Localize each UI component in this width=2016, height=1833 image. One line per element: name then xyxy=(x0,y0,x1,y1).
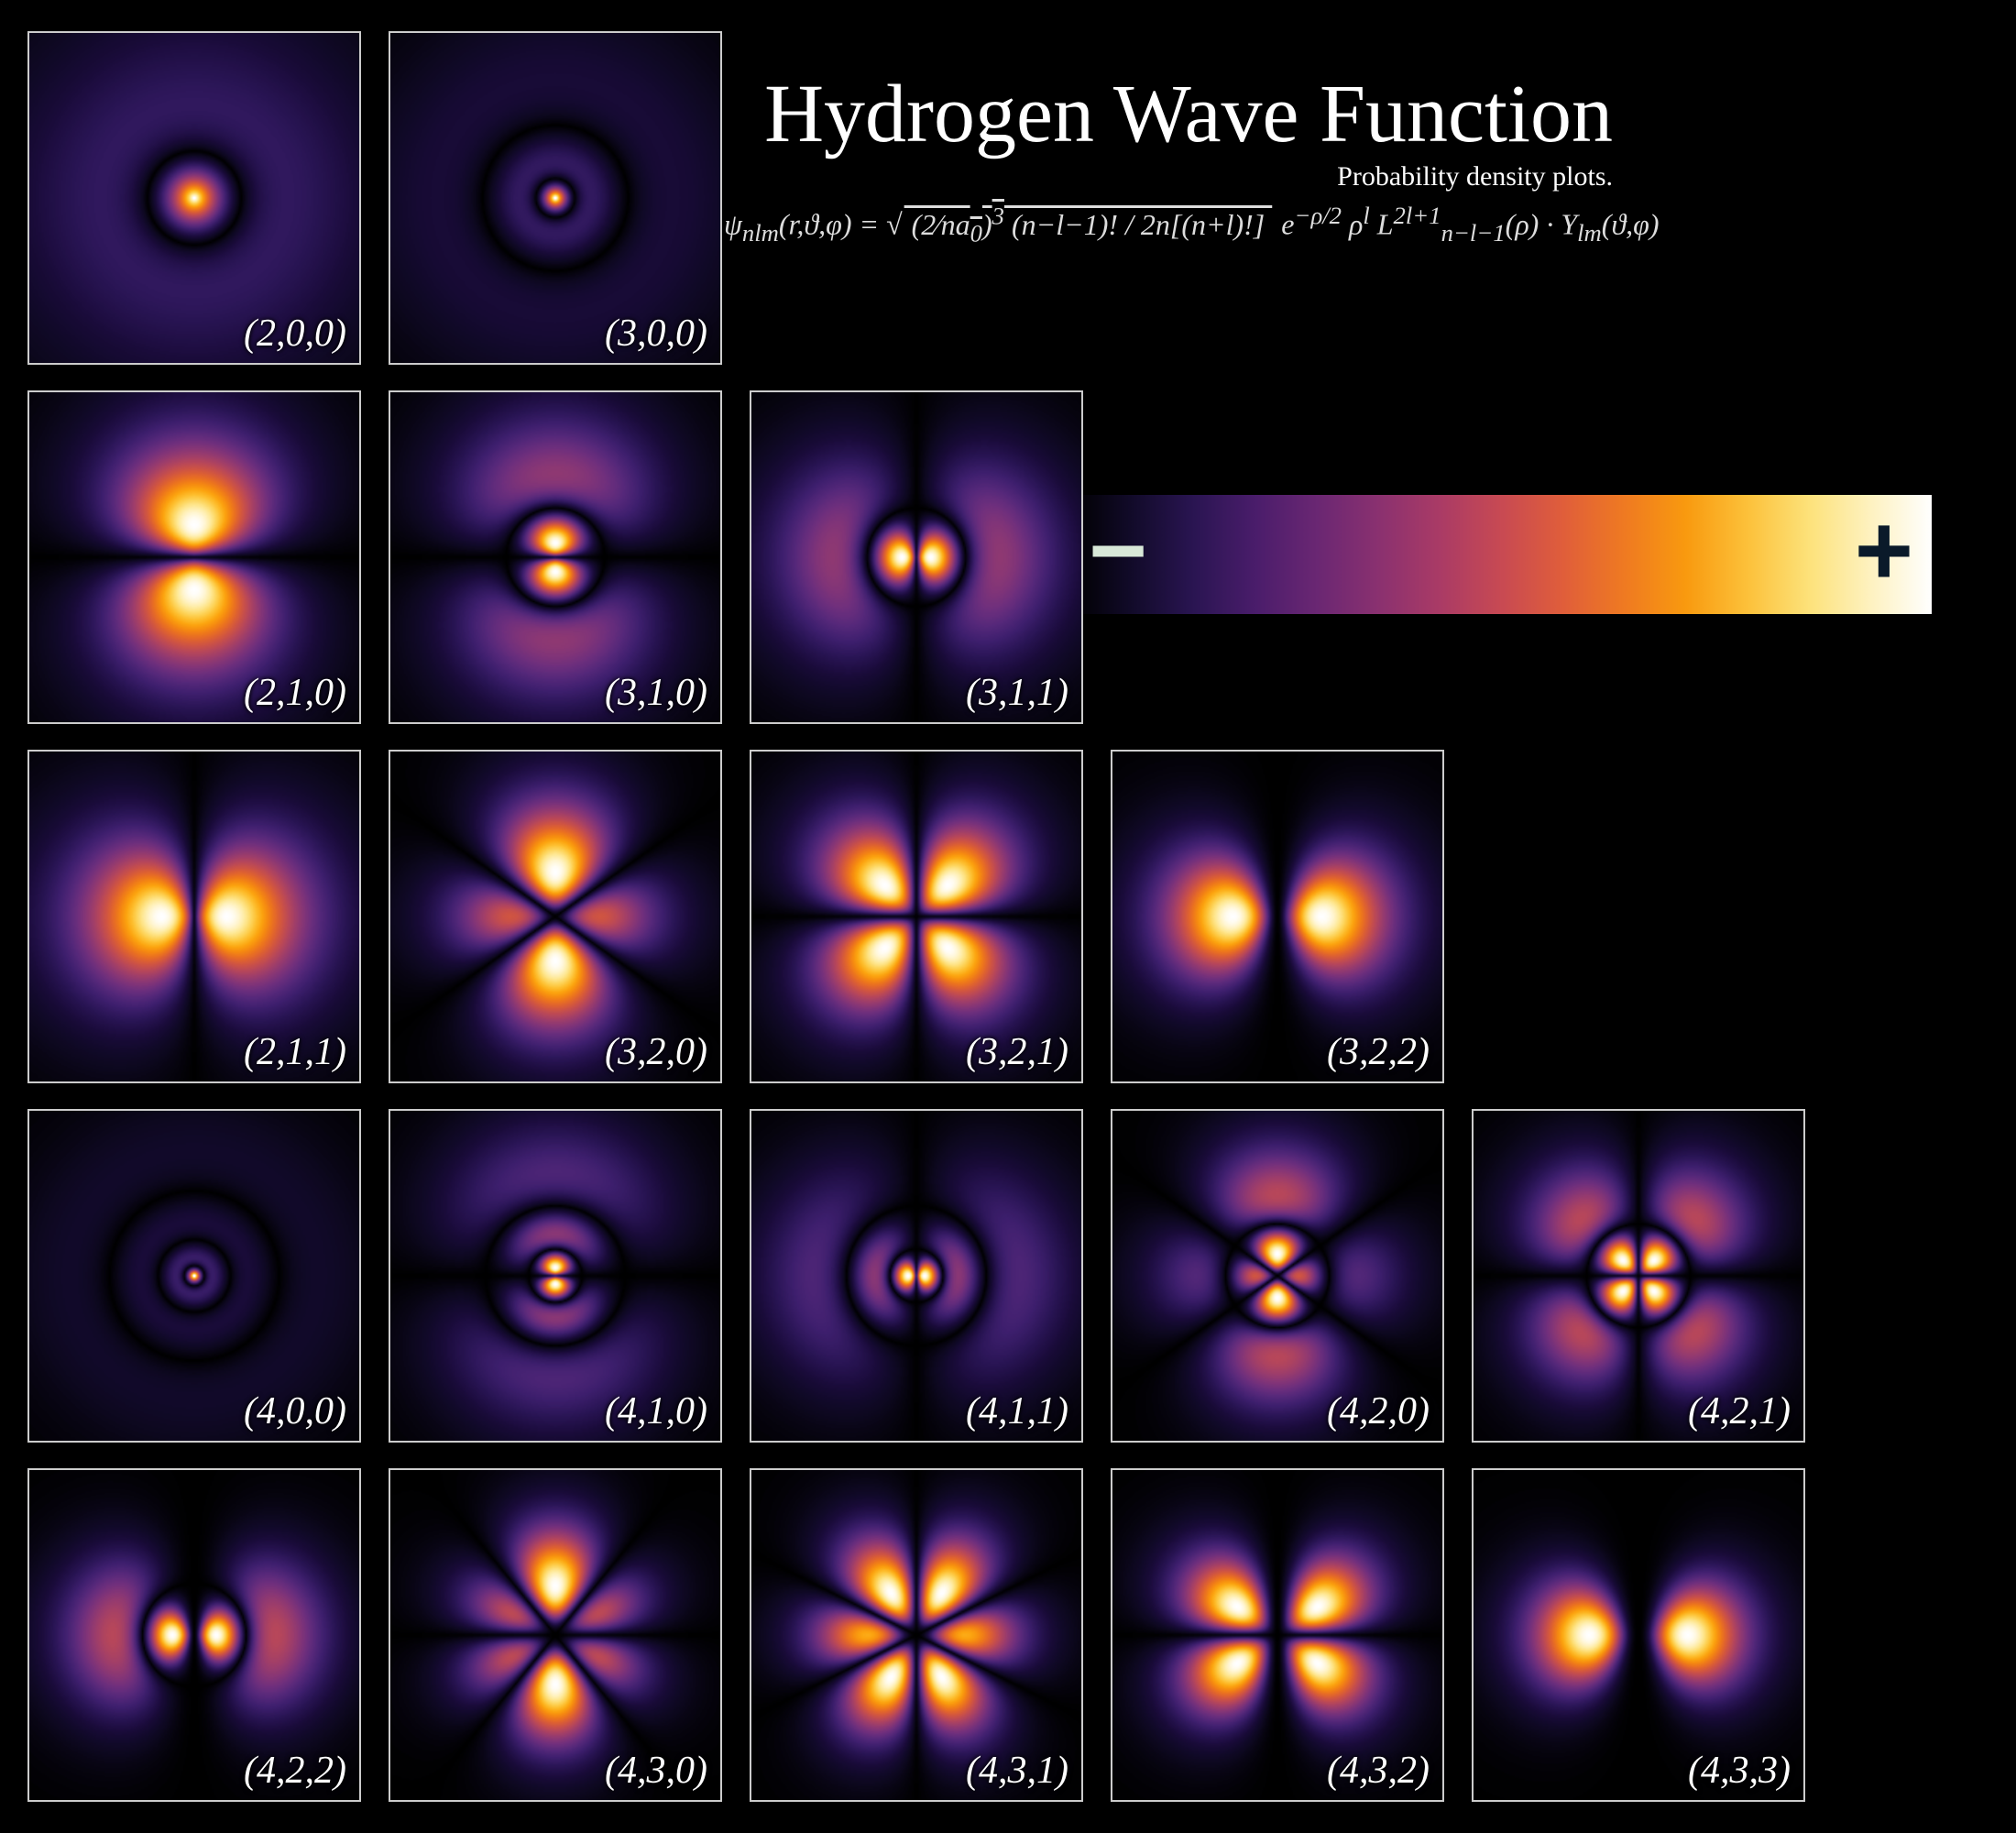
orbital-cell: (2,0,0) xyxy=(27,31,361,365)
orbital-cell: (2,1,1) xyxy=(27,750,361,1083)
orbital-cell: (3,1,0) xyxy=(389,390,722,724)
orbital-cell: (4,2,0) xyxy=(1111,1109,1444,1443)
orbital-label: (3,1,1) xyxy=(966,671,1068,715)
orbital-cell: (3,2,1) xyxy=(750,750,1083,1083)
figure-subtitle: Probability density plots. xyxy=(696,161,1613,192)
orbital-cell: (3,2,2) xyxy=(1111,750,1444,1083)
orbital-cell: (4,2,2) xyxy=(27,1468,361,1802)
orbital-label: (4,3,2) xyxy=(1327,1749,1430,1793)
orbital-cell: (4,0,0) xyxy=(27,1109,361,1443)
orbital-label: (3,0,0) xyxy=(605,312,707,356)
orbital-label: (4,2,1) xyxy=(1688,1389,1791,1433)
orbital-label: (4,3,3) xyxy=(1688,1749,1791,1793)
colorbar-plus-label: + xyxy=(1855,492,1913,609)
orbital-label: (4,3,0) xyxy=(605,1749,707,1793)
orbital-label: (3,2,2) xyxy=(1327,1030,1430,1074)
orbital-cell: (4,1,0) xyxy=(389,1109,722,1443)
orbital-cell: (3,0,0) xyxy=(389,31,722,365)
orbital-label: (4,0,0) xyxy=(244,1389,346,1433)
colorbar-minus-label: − xyxy=(1089,492,1147,609)
orbital-label: (4,2,2) xyxy=(244,1749,346,1793)
figure-stage: Hydrogen Wave Function Probability densi… xyxy=(0,0,2016,1833)
colorbar-gradient xyxy=(1070,495,1932,614)
orbital-label: (2,0,0) xyxy=(244,312,346,356)
orbital-label: (4,1,1) xyxy=(966,1389,1068,1433)
orbital-cell: (4,3,1) xyxy=(750,1468,1083,1802)
orbital-cell: (2,1,0) xyxy=(27,390,361,724)
orbital-cell: (4,3,0) xyxy=(389,1468,722,1802)
orbital-cell: (3,1,1) xyxy=(750,390,1083,724)
orbital-label: (3,2,1) xyxy=(966,1030,1068,1074)
figure-title-block: Hydrogen Wave Function Probability densi… xyxy=(696,73,1613,192)
colorbar: − + xyxy=(1070,495,1932,614)
orbital-label: (3,2,0) xyxy=(605,1030,707,1074)
orbital-label: (3,1,0) xyxy=(605,671,707,715)
orbital-cell: (4,2,1) xyxy=(1472,1109,1805,1443)
orbital-cell: (4,3,3) xyxy=(1472,1468,1805,1802)
wavefunction-formula: ψnlm(r,ϑ,φ) = √ (2∕na0)3 (n−l−1)! / 2n[(… xyxy=(724,202,1660,247)
figure-title: Hydrogen Wave Function xyxy=(696,73,1613,156)
orbital-cell: (4,1,1) xyxy=(750,1109,1083,1443)
orbital-cell: (3,2,0) xyxy=(389,750,722,1083)
orbital-label: (4,2,0) xyxy=(1327,1389,1430,1433)
orbital-label: (4,1,0) xyxy=(605,1389,707,1433)
orbital-label: (2,1,1) xyxy=(244,1030,346,1074)
orbital-cell: (4,3,2) xyxy=(1111,1468,1444,1802)
orbital-label: (2,1,0) xyxy=(244,671,346,715)
orbital-label: (4,3,1) xyxy=(966,1749,1068,1793)
